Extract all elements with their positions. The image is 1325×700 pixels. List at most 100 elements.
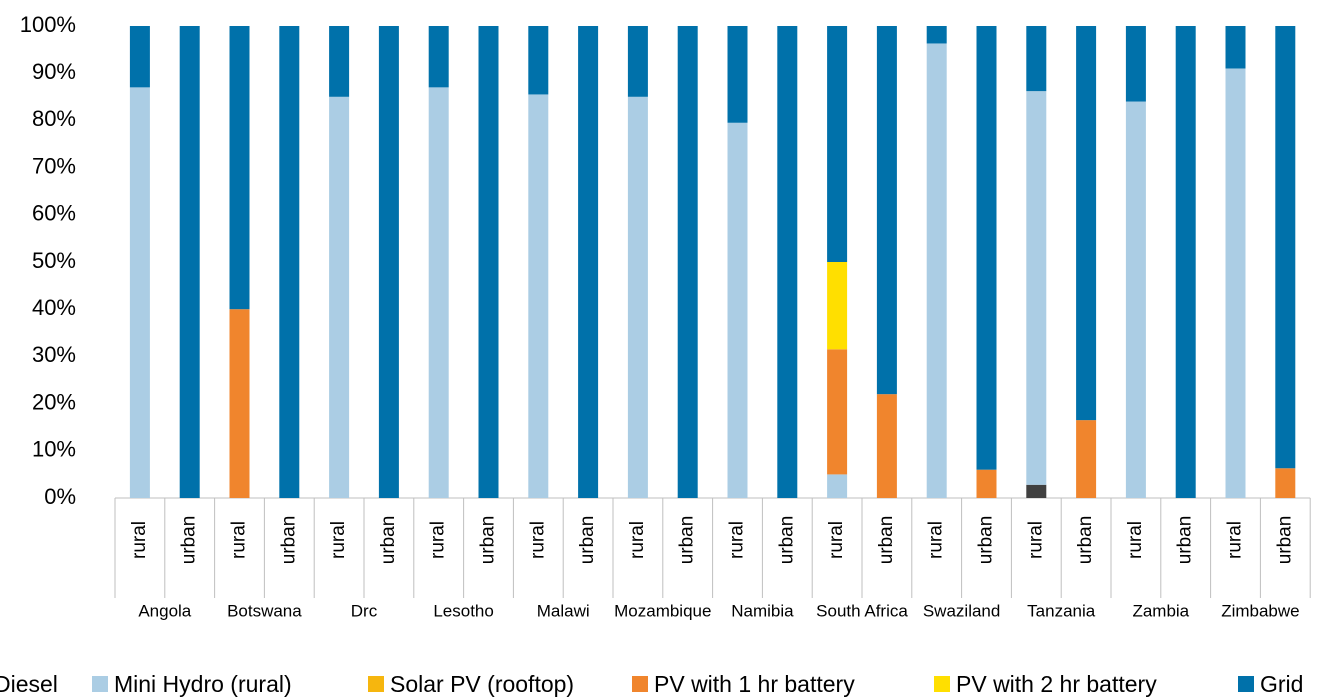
bar-segment (1076, 420, 1097, 498)
x-tick-label: urban (677, 516, 698, 565)
x-tick-label: rural (129, 521, 150, 559)
y-tick-label: 80% (32, 106, 76, 131)
legend-swatch (1238, 676, 1254, 692)
bar-segment (827, 26, 848, 262)
bar-segment (876, 26, 897, 395)
bar-segment (279, 26, 300, 498)
y-tick-label: 10% (32, 437, 76, 462)
bar-segment (578, 26, 599, 498)
y-tick-label: 90% (32, 59, 76, 84)
bar-segment (627, 26, 648, 97)
x-tick-label: urban (976, 516, 997, 565)
bar-segment (777, 26, 798, 498)
bar-segment (329, 26, 350, 97)
bar-segment (229, 309, 250, 498)
group-label: Botswana (227, 601, 302, 620)
bar-segment (627, 96, 648, 499)
x-tick-label: rural (727, 521, 748, 559)
bar-segment (827, 349, 848, 475)
legend-swatch (632, 676, 648, 692)
x-tick-label: urban (776, 516, 797, 565)
group-label: Lesotho (433, 601, 494, 620)
group-label: Zambia (1132, 601, 1189, 620)
x-tick-label: rural (428, 521, 449, 559)
legend-label: Diesel (0, 671, 58, 697)
bar-segment (876, 394, 897, 498)
y-tick-label: 40% (32, 295, 76, 320)
legend-swatch (368, 676, 384, 692)
y-tick-label: 50% (32, 248, 76, 273)
bar-segment (827, 262, 848, 350)
bar-segment (1026, 484, 1047, 498)
y-tick-label: 60% (32, 201, 76, 226)
y-tick-label: 20% (32, 389, 76, 414)
bar-segment (329, 96, 350, 499)
y-tick-label: 70% (32, 153, 76, 178)
bar-segment (1275, 468, 1296, 498)
bar-segment (677, 26, 698, 498)
y-tick-label: 100% (20, 12, 76, 37)
legend-label: Grid (1260, 671, 1303, 697)
legend-swatch (92, 676, 108, 692)
y-tick-label: 0% (44, 484, 76, 509)
x-tick-label: urban (278, 516, 299, 565)
bar-segment (1125, 26, 1146, 102)
x-tick-label: rural (527, 521, 548, 559)
legend-label: Mini Hydro (rural) (114, 671, 292, 697)
x-tick-label: rural (1025, 521, 1046, 559)
group-label: Mozambique (614, 601, 711, 620)
bar-segment (727, 122, 748, 498)
group-label: Zimbabwe (1221, 601, 1299, 620)
x-tick-label: urban (577, 516, 598, 565)
x-tick-label: rural (1225, 521, 1246, 559)
bar-segment (1225, 26, 1246, 69)
y-tick-label: 30% (32, 342, 76, 367)
group-label: Namibia (731, 601, 794, 620)
bar-segment (428, 26, 449, 88)
bar-segment (827, 474, 848, 498)
group-label: South Africa (816, 601, 908, 620)
legend-label: PV with 2 hr battery (956, 671, 1157, 697)
bar-segment (528, 26, 549, 95)
bar-segment (1026, 26, 1047, 92)
bar-segment (976, 469, 997, 498)
bar-segment (1125, 101, 1146, 499)
x-tick-label: urban (378, 516, 399, 565)
bar-segment (129, 26, 150, 88)
group-label: Angola (138, 601, 191, 620)
bar-segment (1076, 26, 1097, 421)
bar-segment (1225, 68, 1246, 498)
bar-segment (1026, 91, 1047, 485)
bar-segment (1275, 26, 1296, 469)
group-label: Malawi (537, 601, 590, 620)
x-tick-label: urban (1274, 516, 1295, 565)
bar-segment (1175, 26, 1196, 498)
bar-segment (428, 87, 449, 499)
x-tick-label: urban (478, 516, 499, 565)
x-tick-label: rural (328, 521, 349, 559)
group-label: Tanzania (1027, 601, 1096, 620)
x-tick-label: urban (1075, 516, 1096, 565)
bar-segment (727, 26, 748, 123)
bar-segment (926, 43, 947, 499)
legend-label: PV with 1 hr battery (654, 671, 855, 697)
x-tick-label: urban (876, 516, 897, 565)
x-tick-label: rural (229, 521, 250, 559)
x-tick-label: rural (926, 521, 947, 559)
bar-segment (378, 26, 399, 498)
x-tick-label: rural (1125, 521, 1146, 559)
legend-label: Solar PV (rooftop) (390, 671, 574, 697)
bar-segment (528, 94, 549, 498)
x-tick-label: urban (1175, 516, 1196, 565)
bar-segment (229, 26, 250, 310)
bar-segment (478, 26, 499, 498)
bar-segment (926, 26, 947, 44)
bar-segment (976, 26, 997, 470)
bar-segment (129, 87, 150, 499)
x-tick-label: urban (179, 516, 200, 565)
group-label: Swaziland (923, 601, 1001, 620)
bar-segment (179, 26, 200, 498)
legend-swatch (934, 676, 950, 692)
group-label: Drc (351, 601, 378, 620)
